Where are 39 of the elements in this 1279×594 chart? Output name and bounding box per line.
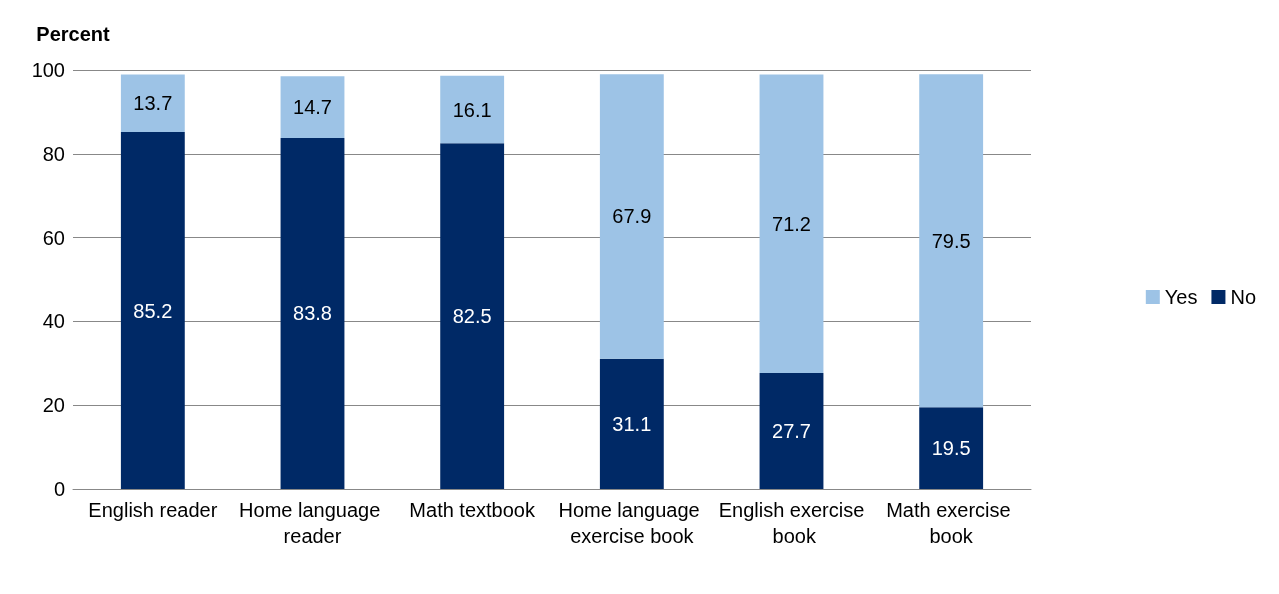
data-label: 67.9	[612, 205, 652, 228]
y-tick-label: 20	[42, 394, 65, 417]
x-tick-label: Math textbook	[409, 499, 536, 521]
data-label: 27.7	[772, 419, 811, 442]
bar	[280, 76, 345, 138]
bar	[919, 74, 984, 408]
bar	[440, 75, 505, 144]
data-label: 85.2	[133, 299, 173, 322]
legend-label: No	[1230, 286, 1257, 308]
y-tick-label: 0	[53, 478, 65, 500]
y-tick-label: 100	[31, 59, 65, 81]
data-label: 13.7	[133, 92, 173, 115]
data-label: 14.7	[293, 96, 332, 119]
data-label: 79.5	[931, 229, 971, 252]
legend-label: Yes	[1164, 286, 1198, 308]
data-label: 31.1	[612, 412, 652, 435]
x-tick-label: Math exercise book	[886, 499, 1017, 547]
bar	[440, 143, 505, 489]
y-tick-label: 40	[42, 310, 65, 333]
bar	[759, 372, 824, 489]
bar	[759, 74, 824, 373]
x-tick-label: English exercise book	[718, 499, 865, 547]
y-axis-title: Percent	[36, 23, 111, 45]
y-tick-label: 60	[42, 226, 65, 249]
data-label: 82.5	[452, 305, 492, 328]
bar	[280, 137, 345, 489]
bar	[919, 407, 984, 489]
bar	[120, 132, 185, 489]
data-label: 83.8	[293, 302, 332, 325]
x-tick-label: Home language exercise book	[558, 499, 706, 547]
bar	[599, 74, 664, 359]
data-label: 19.5	[931, 437, 971, 460]
x-tick-label: English reader	[88, 499, 218, 521]
y-tick-label: 80	[42, 142, 65, 165]
x-tick-label: Home language reader	[239, 499, 386, 547]
bar	[599, 358, 664, 489]
bar	[120, 74, 185, 133]
data-label: 71.2	[772, 212, 811, 235]
data-label: 16.1	[452, 98, 492, 121]
